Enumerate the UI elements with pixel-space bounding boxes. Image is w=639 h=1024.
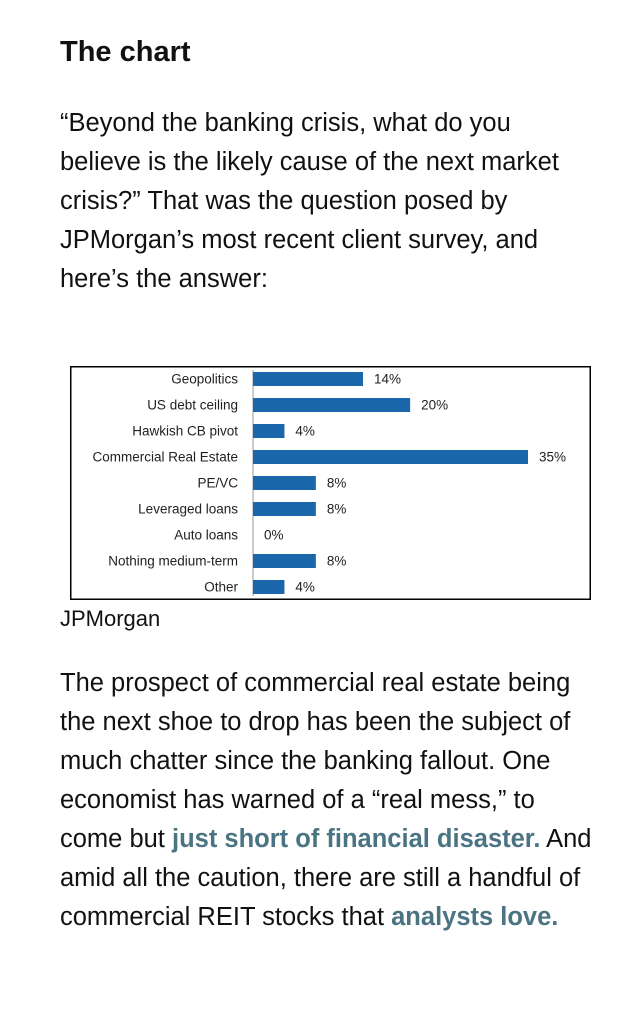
bar bbox=[253, 476, 316, 490]
category-label: Other bbox=[204, 580, 238, 595]
category-label: Leveraged loans bbox=[138, 502, 238, 517]
category-label: Commercial Real Estate bbox=[92, 450, 238, 465]
bar bbox=[253, 502, 316, 516]
value-label: 20% bbox=[421, 398, 448, 413]
bar bbox=[253, 450, 528, 464]
caption: JPMorgan bbox=[60, 606, 161, 631]
category-label: Auto loans bbox=[174, 528, 238, 543]
body-text: The prospect of commercial real estate b… bbox=[60, 669, 571, 853]
body-paragraph: The prospect of commercial real estate b… bbox=[60, 664, 600, 937]
category-label: Geopolitics bbox=[171, 372, 238, 387]
category-label: Hawkish CB pivot bbox=[132, 424, 238, 439]
value-label: 4% bbox=[295, 424, 315, 439]
bar bbox=[253, 554, 316, 568]
value-label: 4% bbox=[295, 580, 315, 595]
value-label: 8% bbox=[327, 554, 347, 569]
bar bbox=[253, 398, 411, 412]
value-label: 35% bbox=[539, 450, 566, 465]
value-label: 0% bbox=[264, 528, 284, 543]
value-label: 14% bbox=[374, 372, 401, 387]
bar bbox=[253, 372, 363, 386]
category-label: US debt ceiling bbox=[147, 398, 238, 413]
category-label: Nothing medium-term bbox=[108, 554, 238, 569]
chart: Geopolitics 14% US debt ceiling 20% Hawkish … bbox=[70, 366, 591, 600]
bar bbox=[253, 580, 285, 594]
category-label: PE/VC bbox=[197, 476, 238, 491]
intro-paragraph: “Beyond the banking crisis, what do you … bbox=[60, 109, 559, 293]
body-text: And amid all the caution, there are stil… bbox=[60, 825, 592, 931]
link[interactable]: just short of financial disaster. bbox=[171, 825, 541, 853]
link[interactable]: analysts love. bbox=[391, 903, 559, 931]
value-label: 8% bbox=[327, 502, 347, 517]
heading: The chart bbox=[60, 36, 191, 68]
value-label: 8% bbox=[327, 476, 347, 491]
bar bbox=[253, 424, 285, 438]
